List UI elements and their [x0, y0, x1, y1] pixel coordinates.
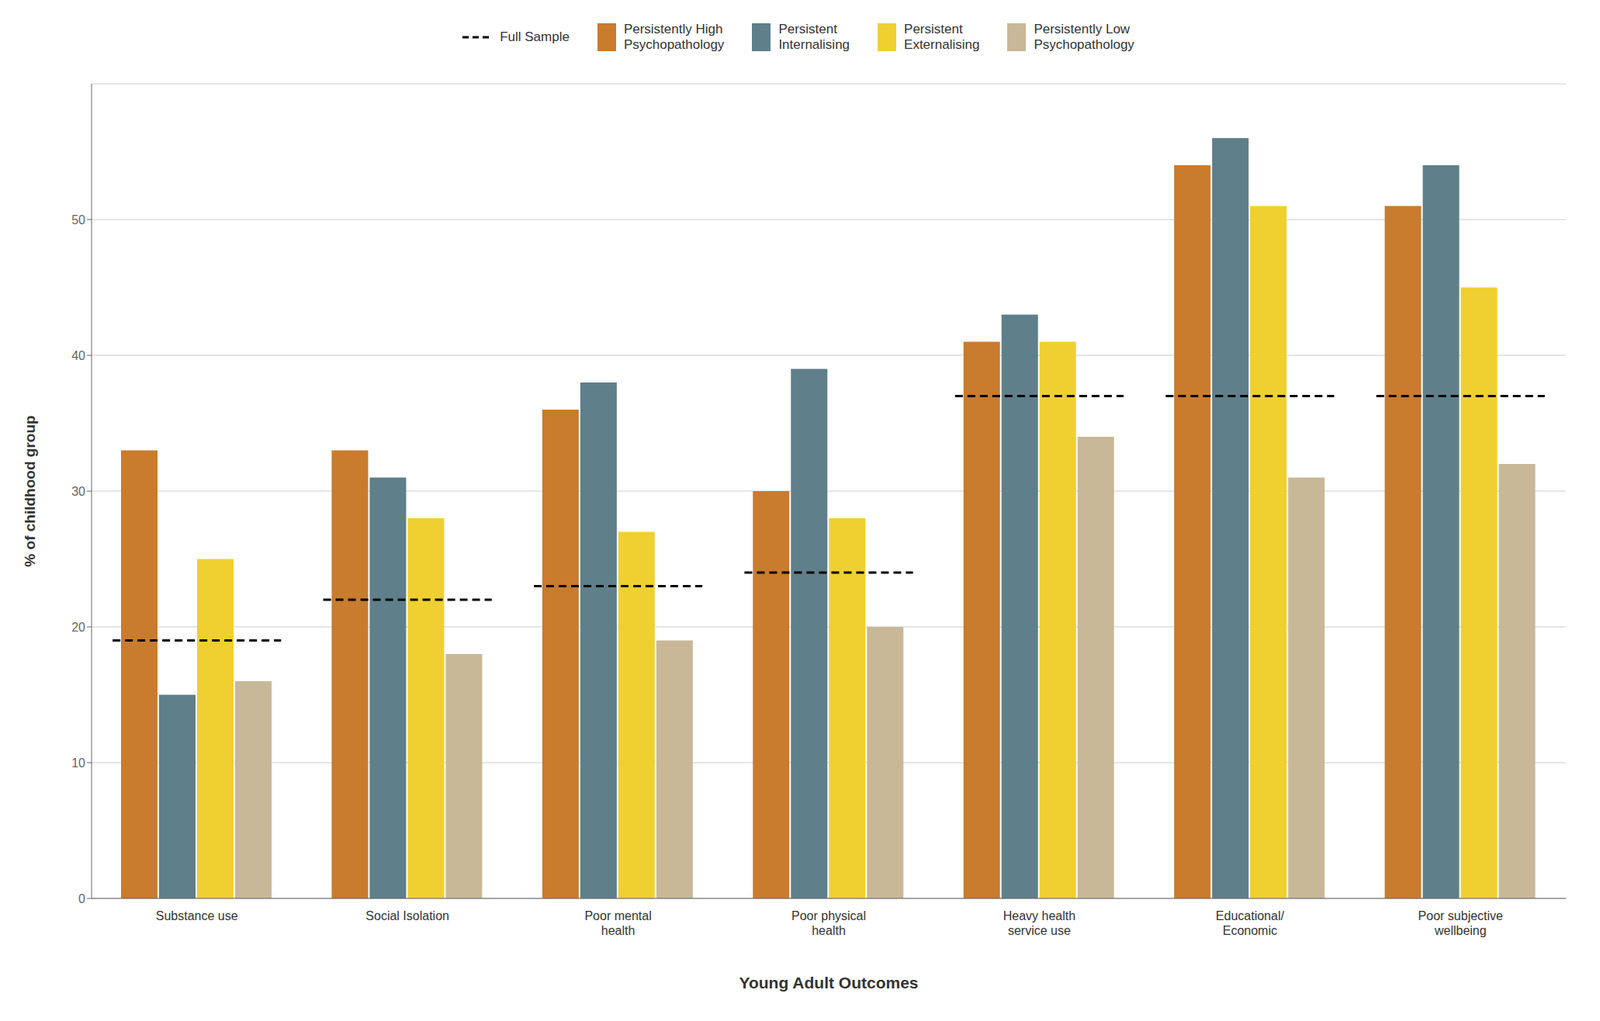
html-text:Persistent Internalising: Persistent Internalising [778, 21, 850, 52]
html-text:Persistently High Psychopathol: Persistently High Psychopathology [623, 21, 725, 52]
svg-text:Educational/Economic: Educational/Economic [1215, 909, 1285, 938]
svg-text:Poor mentalhealth: Poor mentalhealth [584, 909, 652, 938]
svg-text:Poor subjectivewellbeing: Poor subjectivewellbeing [1418, 909, 1504, 938]
svg-text:50: 50 [71, 213, 86, 227]
svg-text:Heavy healthservice use: Heavy healthservice use [1003, 909, 1076, 938]
svg-text:Young Adult Outcomes: Young Adult Outcomes [739, 973, 919, 992]
svg-text:40: 40 [71, 349, 86, 363]
svg-text:20: 20 [71, 620, 86, 634]
svg-text:0: 0 [78, 892, 86, 906]
html-text:Persistent Externalising: Persistent Externalising [903, 21, 980, 52]
svg-text:Poor physicalhealth: Poor physicalhealth [791, 909, 866, 938]
svg-text:Social Isolation: Social Isolation [365, 909, 450, 923]
svg-text:Substance use: Substance use [155, 909, 239, 923]
svg-text:30: 30 [71, 484, 86, 499]
svg-text:% of childhood group: % of childhood group [21, 415, 39, 567]
html-text:Persistently Low Psychopatholo: Persistently Low Psychopathology [1033, 21, 1135, 52]
svg-text:10: 10 [71, 756, 86, 770]
html-text:Full Sample: Full Sample [499, 29, 570, 45]
